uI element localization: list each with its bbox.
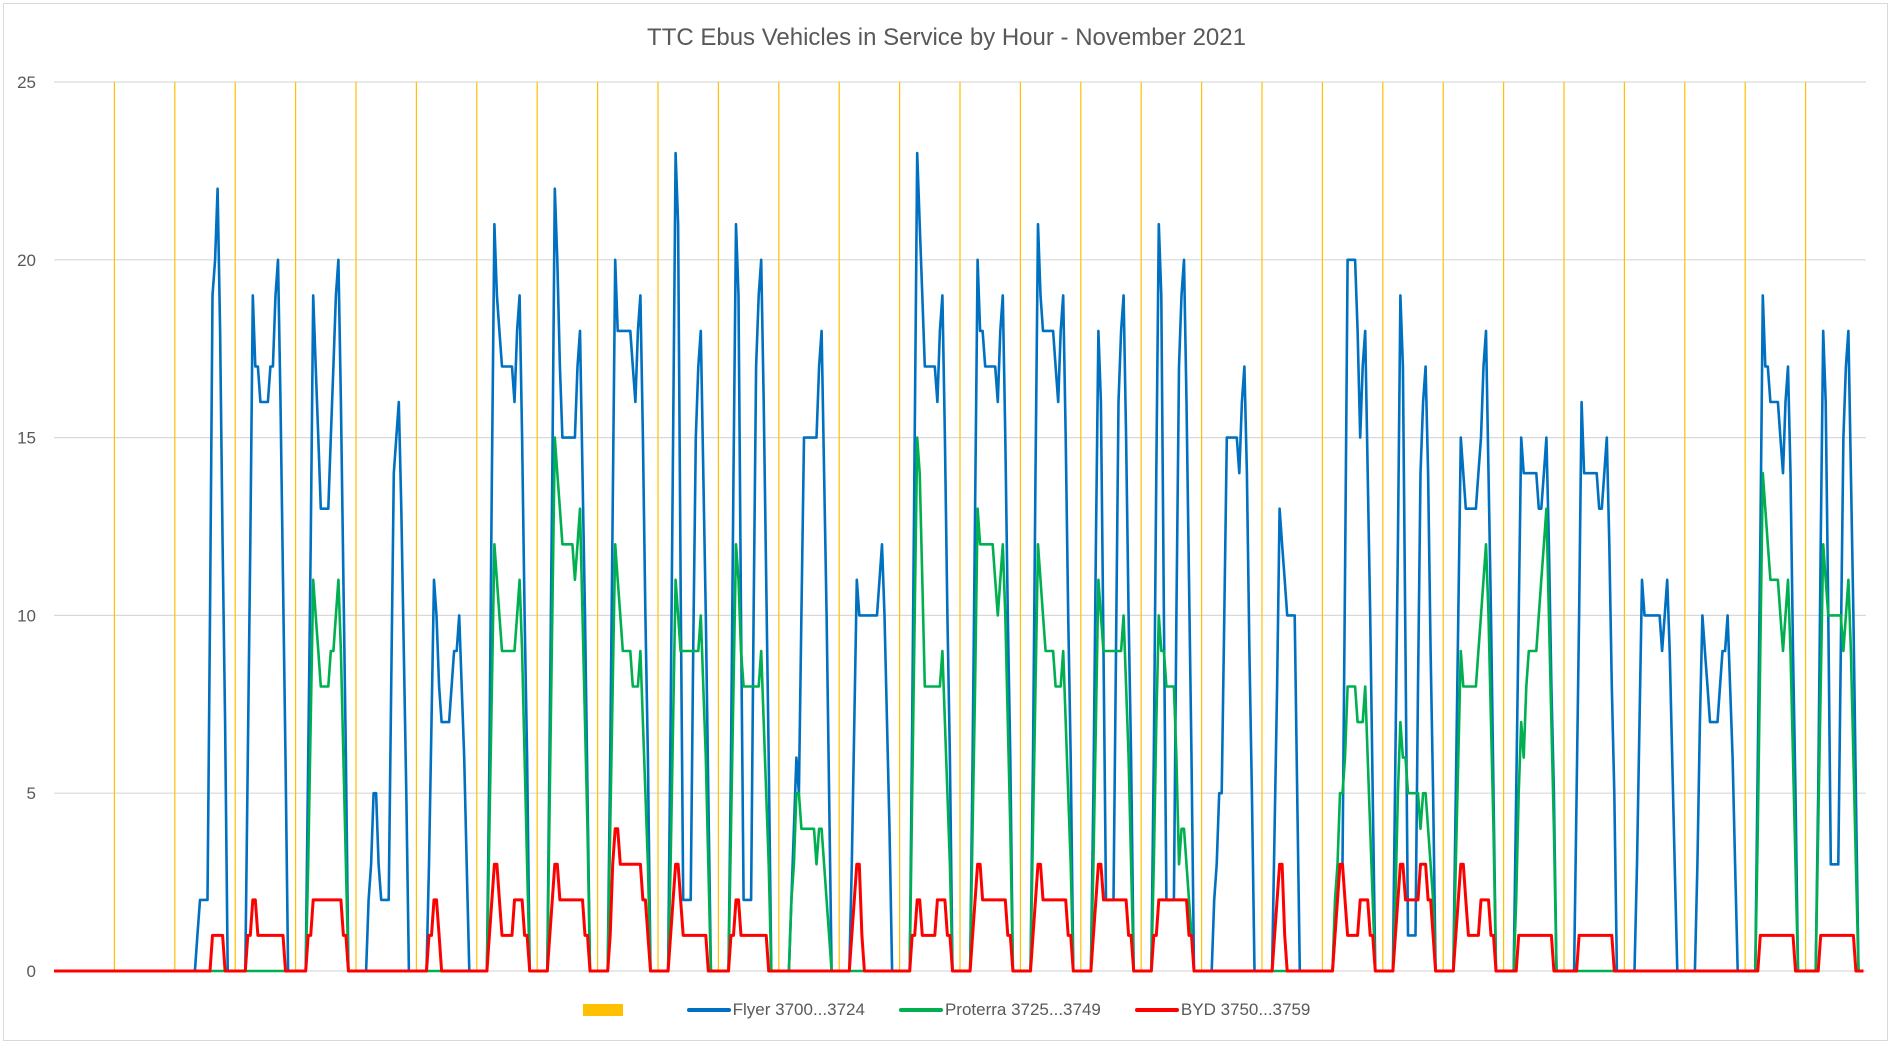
legend-label-flyer: Flyer 3700...3724	[732, 1000, 865, 1019]
series-line-proterra	[54, 436, 1864, 973]
legend-item-flyer: Flyer 3700...3724	[686, 1000, 865, 1020]
series-line-byd	[54, 827, 1864, 973]
legend-swatch-flyer	[686, 1008, 731, 1012]
chart-frame	[3, 3, 1888, 1041]
legend: Flyer 3700...3724 Proterra 3725...3749 B…	[0, 1000, 1893, 1020]
y-tick-label: 10	[17, 606, 36, 625]
legend-item-day-marker	[582, 1004, 653, 1016]
legend-label-byd: BYD 3750...3759	[1180, 1000, 1311, 1019]
y-tick-label: 15	[17, 429, 36, 448]
y-tick-label: 0	[27, 962, 36, 981]
y-tick-label: 5	[27, 784, 36, 803]
chart-title: TTC Ebus Vehicles in Service by Hour - N…	[647, 24, 1246, 51]
series-line-flyer	[54, 151, 1864, 973]
y-tick-label: 20	[17, 251, 36, 270]
y-tick-label: 25	[17, 73, 36, 92]
legend-swatch-day-marker	[582, 1004, 623, 1016]
legend-label-proterra: Proterra 3725...3749	[944, 1000, 1101, 1019]
legend-item-proterra: Proterra 3725...3749	[898, 1000, 1101, 1020]
legend-swatch-byd	[1134, 1008, 1179, 1012]
legend-swatch-proterra	[898, 1008, 943, 1012]
legend-item-byd: BYD 3750...3759	[1134, 1000, 1311, 1020]
